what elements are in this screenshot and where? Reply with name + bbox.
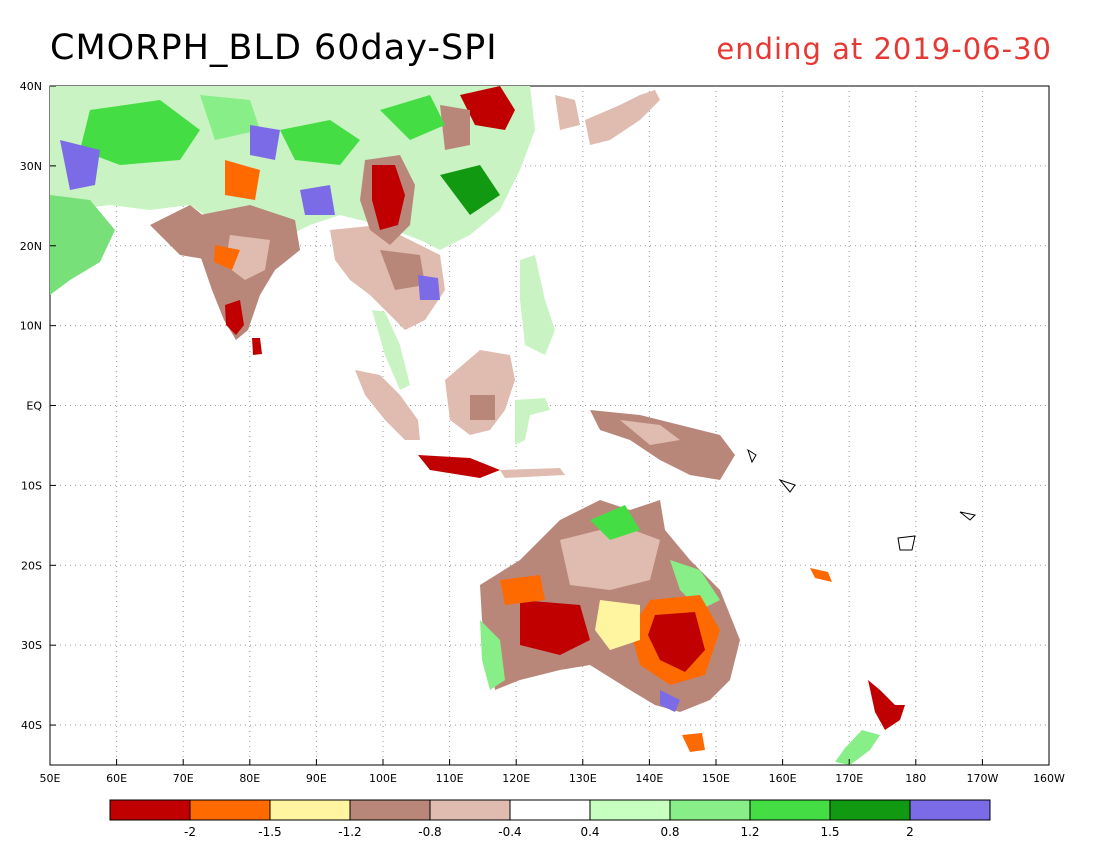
colorbar-label: 0.8	[660, 825, 679, 839]
lat-tick-label: 20S	[21, 559, 42, 572]
colorbar-label: -1.5	[258, 825, 281, 839]
lon-tick-label: 70E	[173, 772, 194, 785]
colorbar-swatch	[109, 799, 191, 821]
colorbar: -2 -1.5 -1.2 -0.8 -0.4 0.4 0.8 1.2 1.5 2	[109, 799, 991, 839]
lat-tick-label: 20N	[20, 240, 42, 253]
colorbar-label: -0.8	[418, 825, 441, 839]
lon-tick-label: 110E	[436, 772, 464, 785]
colorbar-swatch	[829, 799, 911, 821]
lat-tick-label: 30S	[21, 639, 42, 652]
colorbar-swatch	[429, 799, 511, 821]
land-asia	[50, 86, 660, 355]
colorbar-label: 1.2	[740, 825, 759, 839]
lat-tick-label: 30N	[20, 160, 42, 173]
colorbar-swatch	[269, 799, 351, 821]
colorbar-swatch	[589, 799, 671, 821]
lon-tick-label: 160E	[769, 772, 797, 785]
colorbar-swatch	[749, 799, 831, 821]
colorbar-label: -2	[184, 825, 196, 839]
lon-tick-label: 90E	[306, 772, 327, 785]
lon-tick-label: 160W	[1033, 772, 1065, 785]
colorbar-label: 1.5	[820, 825, 839, 839]
lon-tick-label: 60E	[106, 772, 127, 785]
map-subtitle: ending at 2019-06-30	[716, 32, 1052, 66]
lon-tick-label: 80E	[239, 772, 260, 785]
colorbar-swatch	[349, 799, 431, 821]
lon-tick-label: 100E	[369, 772, 397, 785]
lon-tick-label: 50E	[40, 772, 61, 785]
lat-tick-label: EQ	[26, 400, 42, 413]
map-title: CMORPH_BLD 60day-SPI	[50, 28, 498, 68]
lat-tick-label: 40N	[20, 80, 42, 93]
lon-tick-label: 180	[905, 772, 926, 785]
longitude-axis: 50E 60E 70E 80E 90E 100E 110E 120E 130E 140E 150E 1…	[40, 759, 1065, 785]
land-new-zealand	[835, 680, 905, 765]
land-australia	[480, 500, 740, 752]
lon-tick-label: 170W	[966, 772, 998, 785]
lat-tick-label: 40S	[21, 719, 42, 732]
colorbar-swatch	[509, 799, 591, 821]
colorbar-swatch	[189, 799, 271, 821]
land-maritime-se-asia	[355, 255, 735, 480]
map-content	[50, 86, 1049, 765]
lon-tick-label: 170E	[835, 772, 863, 785]
colorbar-label: 0.4	[580, 825, 599, 839]
lon-tick-label: 150E	[702, 772, 730, 785]
colorbar-swatch	[909, 799, 991, 821]
lat-tick-label: 10N	[20, 320, 42, 333]
lon-tick-label: 120E	[502, 772, 530, 785]
lat-tick-label: 10S	[21, 479, 42, 492]
colorbar-swatch	[669, 799, 751, 821]
latitude-axis: 40N 30N 20N 10N EQ 10S 20S 30S 40S	[20, 80, 56, 732]
lon-tick-label: 140E	[635, 772, 663, 785]
colorbar-label: -1.2	[338, 825, 361, 839]
lon-tick-label: 130E	[569, 772, 597, 785]
land-pacific-islands	[747, 448, 977, 582]
colorbar-label: 2	[906, 825, 914, 839]
colorbar-label: -0.4	[498, 825, 521, 839]
